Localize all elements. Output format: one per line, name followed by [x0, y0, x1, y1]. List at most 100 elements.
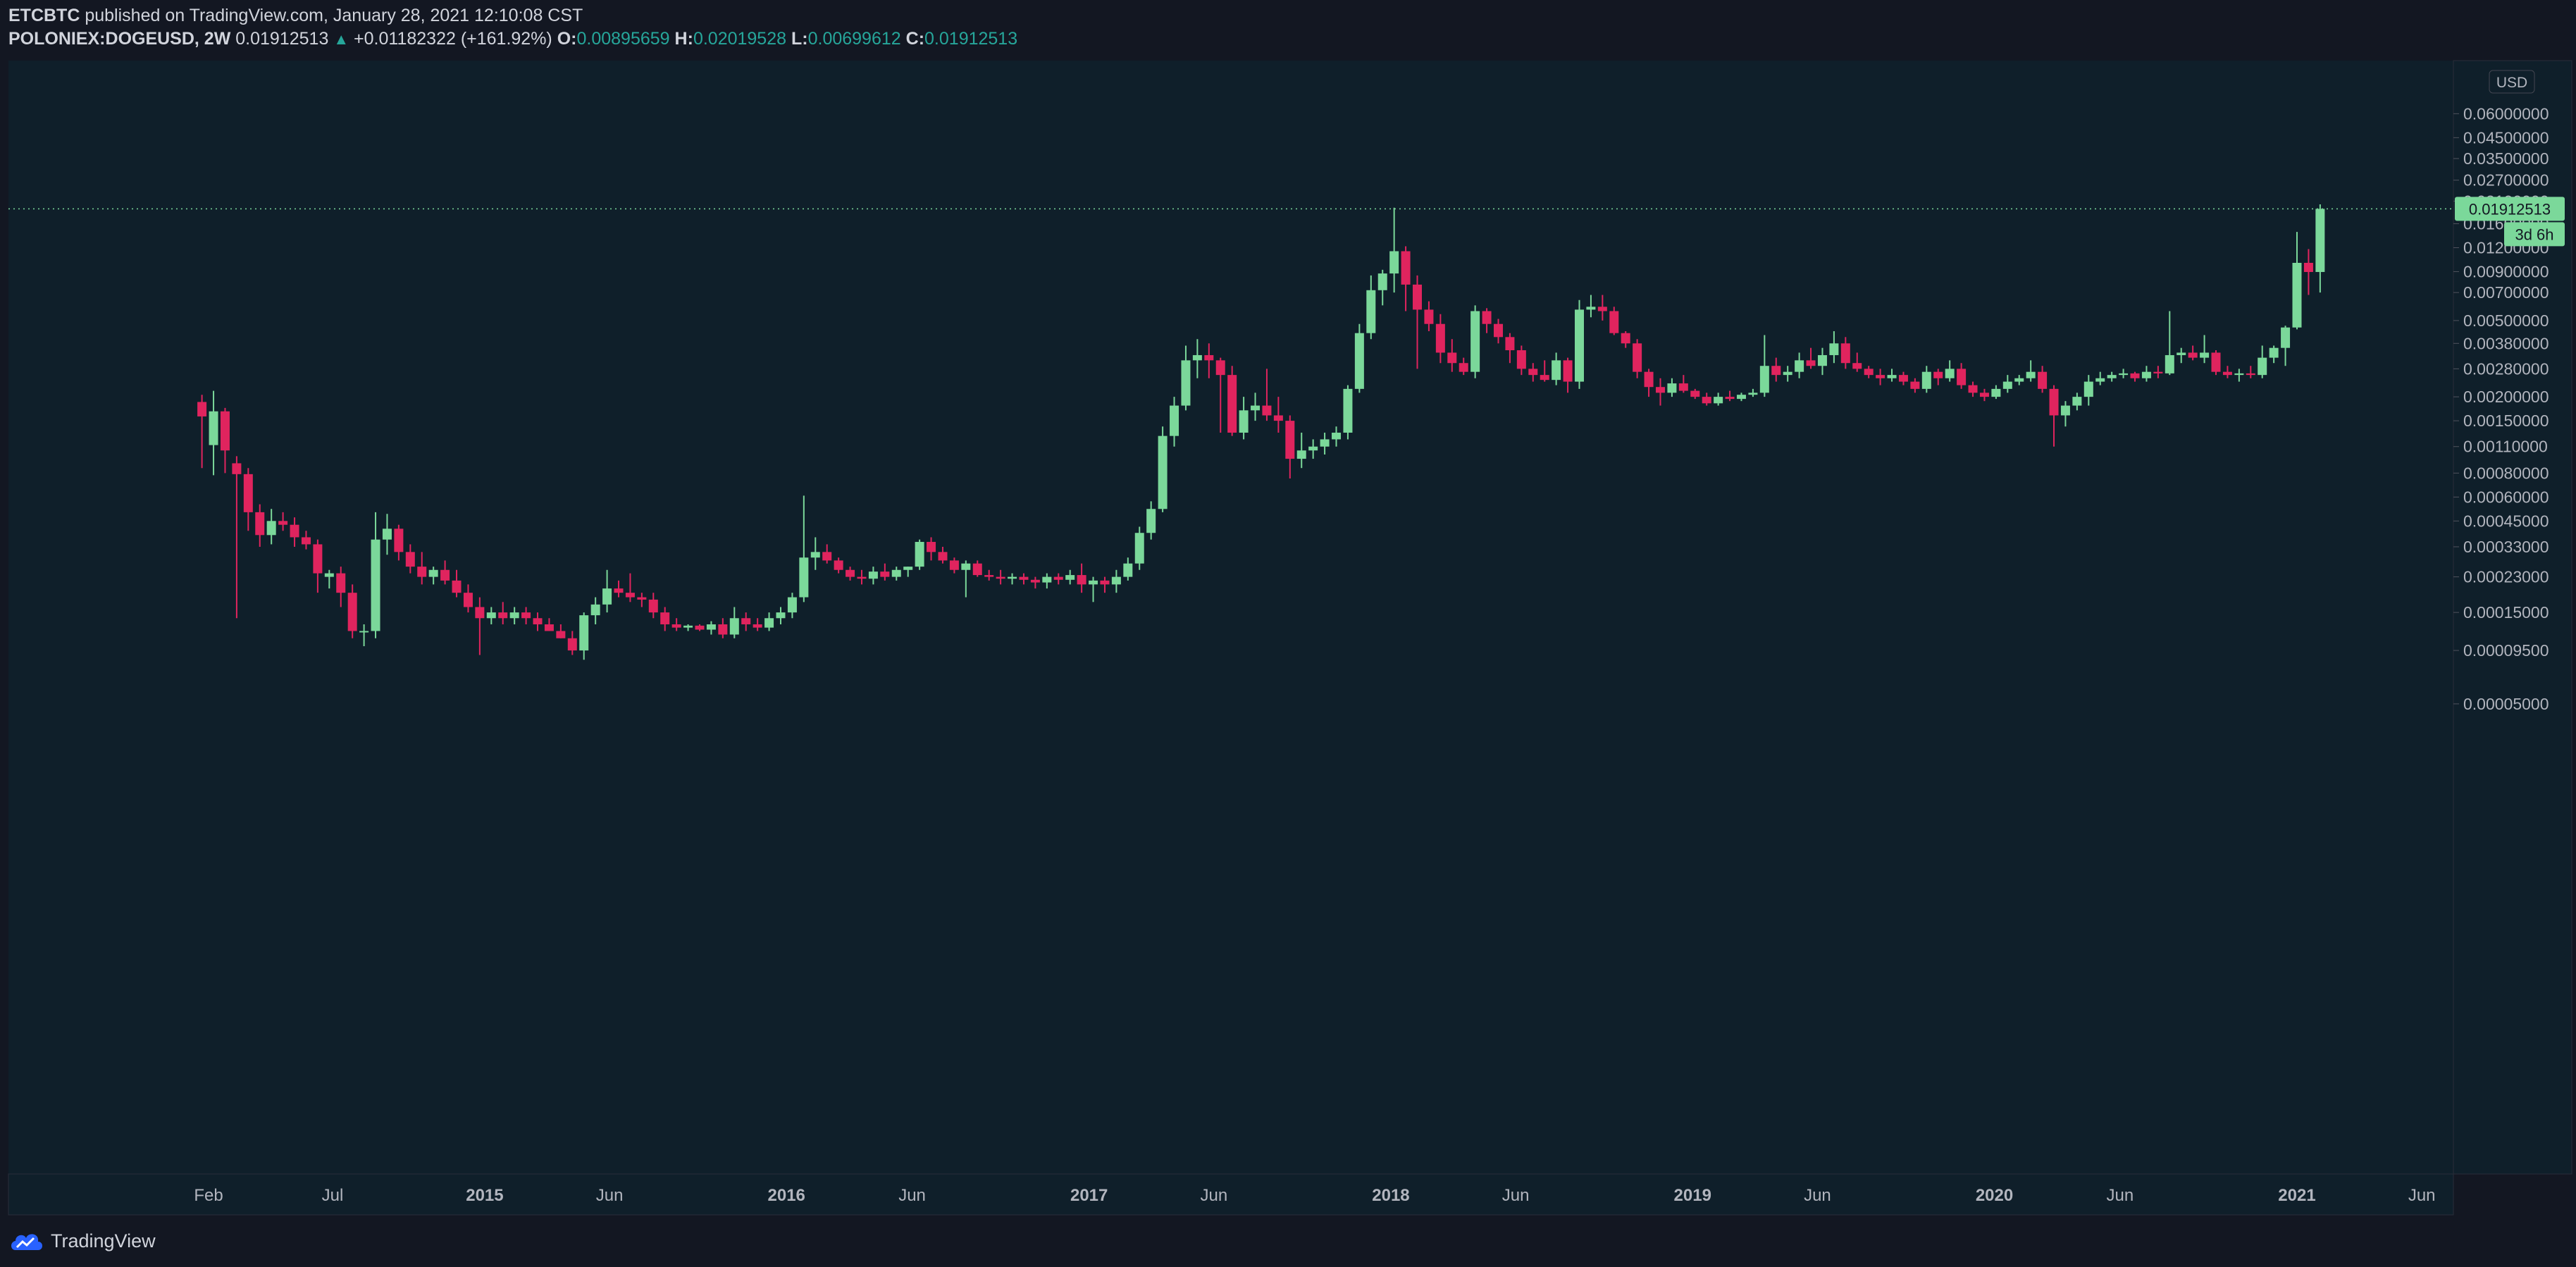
time-tick-label: Jun	[2408, 1186, 2436, 1205]
candle-body	[2049, 388, 2059, 416]
candle-body	[2095, 378, 2105, 382]
candle-body	[2188, 352, 2198, 358]
price-tick-label: 0.04500000	[2463, 128, 2549, 147]
candle-body	[463, 593, 473, 607]
candle-body	[359, 631, 369, 633]
candle-body	[1552, 360, 1561, 381]
candle-body	[915, 542, 924, 567]
candle-body	[1991, 388, 2001, 397]
candle-body	[590, 604, 600, 616]
candle-body	[1215, 360, 1225, 376]
candle-body	[1736, 395, 1746, 400]
candle-body	[2246, 373, 2255, 376]
countdown-label: 3d 6h	[2515, 225, 2553, 243]
candle-body	[1898, 375, 1908, 382]
candle-body	[972, 563, 982, 576]
time-tick-label: Jun	[1502, 1186, 1530, 1205]
candle-body	[336, 573, 346, 593]
candle-body	[1251, 405, 1261, 411]
candle-body	[776, 612, 786, 619]
candle-body	[1887, 375, 1897, 378]
candle-body	[1204, 354, 1214, 361]
symbol-label[interactable]: POLONIEX:DOGEUSD, 2W	[8, 29, 231, 49]
candle-body	[1077, 575, 1086, 585]
candle-body	[220, 411, 230, 451]
candle-body	[1748, 393, 1758, 395]
candle-body	[938, 552, 948, 561]
price-chart[interactable]: 0.06000000 0.04500000 0.03500000 0.02700000…	[0, 0, 2576, 1218]
candle-body	[2026, 371, 2036, 378]
candle-body	[290, 524, 299, 538]
candle-body	[2153, 371, 2163, 373]
candle-body	[1655, 387, 1665, 393]
time-tick-label: Jun	[1804, 1186, 1831, 1205]
candle-body	[486, 612, 496, 619]
candle-body	[927, 542, 936, 552]
candle-body	[1158, 435, 1168, 509]
candle-body	[1621, 333, 1630, 344]
time-tick-label: Jun	[1200, 1186, 1227, 1205]
candle-body	[533, 618, 543, 625]
candle-body	[1644, 371, 1654, 388]
candle-body	[2258, 357, 2267, 376]
candle-body	[671, 624, 681, 628]
candle-body	[1574, 309, 1584, 382]
ohlc-legend: POLONIEX:DOGEUSD, 2W 0.01912513 ▲ +0.011…	[8, 29, 1017, 49]
candle-body	[579, 615, 589, 651]
candle-body	[729, 618, 739, 635]
candle-body	[255, 512, 265, 536]
candle-body	[764, 618, 774, 628]
candle-body	[741, 618, 751, 625]
candle-body	[2107, 375, 2117, 378]
time-axis[interactable]	[8, 1173, 2454, 1216]
candle-body	[1435, 323, 1445, 353]
candle-body	[1181, 360, 1191, 406]
candle-body	[996, 576, 1005, 579]
candle-body	[1296, 450, 1306, 459]
candle-body	[1586, 307, 1596, 310]
candle-body	[266, 521, 276, 536]
candle-body	[1759, 366, 1769, 393]
candle-body	[1702, 397, 1711, 404]
currency-badge[interactable]: USD	[2489, 70, 2535, 94]
candle-body	[2315, 209, 2325, 272]
candle-body	[648, 599, 658, 613]
price-tick-label: 0.00060000	[2463, 488, 2549, 506]
chart-pane[interactable]	[8, 61, 2453, 1174]
candle-body	[2060, 405, 2070, 416]
candle-body	[382, 529, 392, 540]
open-value: 0.00895659	[576, 29, 670, 49]
low-value: 0.00699612	[807, 29, 901, 49]
price-tick-label: 0.02700000	[2463, 171, 2549, 190]
price-tick-label: 0.00005000	[2463, 695, 2549, 713]
candle-body	[1864, 369, 1874, 376]
candle-body	[1239, 410, 1249, 433]
high-value: 0.02019528	[693, 29, 787, 49]
candle-body	[1597, 307, 1607, 311]
candle-body	[846, 569, 855, 577]
candle-body	[1030, 579, 1040, 583]
candle-body	[2222, 371, 2232, 376]
candle-body	[498, 612, 508, 619]
publisher-name[interactable]: ETCBTC	[8, 6, 80, 25]
candle-body	[1933, 371, 1943, 378]
candle-body	[197, 402, 207, 416]
candle-body	[1609, 311, 1619, 333]
candle-body	[2083, 381, 2093, 397]
countdown-tag-box	[2504, 222, 2565, 247]
candle-body	[1401, 251, 1411, 285]
price-tick-label: 0.00023000	[2463, 568, 2549, 586]
low-label: L:	[791, 29, 808, 49]
candle-body	[278, 521, 288, 525]
close-value: 0.01912513	[924, 29, 1018, 49]
candle-body	[371, 539, 380, 631]
candle-body	[1795, 360, 1804, 372]
candle-body	[347, 593, 357, 631]
time-tick-label: 2017	[1070, 1186, 1108, 1205]
candle-body	[1170, 405, 1179, 436]
candle-body	[834, 560, 843, 570]
candle-body	[1447, 352, 1457, 364]
candle-body	[405, 552, 415, 567]
open-label: O:	[557, 29, 577, 49]
tradingview-logo[interactable]: TradingView	[8, 1229, 156, 1253]
